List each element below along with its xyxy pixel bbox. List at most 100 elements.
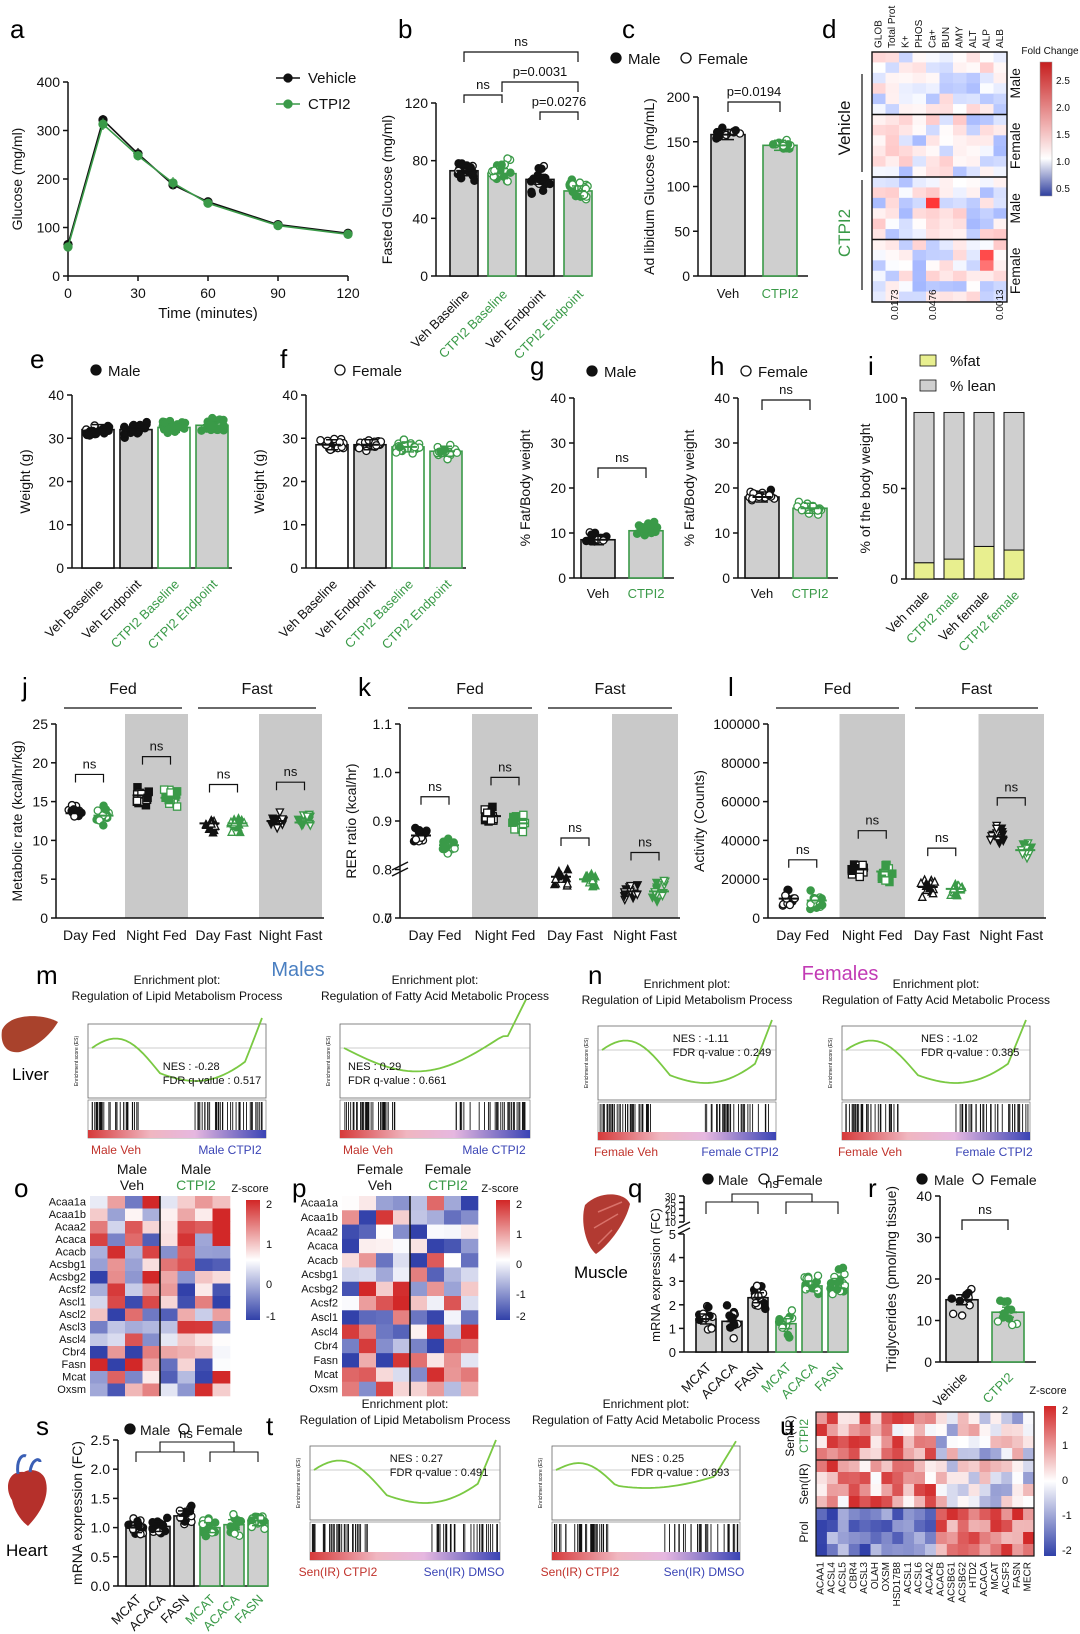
d-heatmap-cell: [885, 72, 900, 84]
h-bar-1-bar: [792, 507, 828, 579]
q-y-tick-label: 30: [665, 1192, 677, 1203]
gsea-title-line2: Regulation of Lipid Metabolism Process: [582, 993, 793, 1007]
d-column-label: ALP: [981, 29, 992, 48]
d-heatmap-cell: [926, 93, 940, 105]
o-heatmap-cell: [177, 1258, 196, 1272]
o-heatmap-cell: [160, 1208, 178, 1222]
k-point: [659, 876, 669, 887]
r-ns-label: ns: [978, 1202, 992, 1217]
j-point: [143, 793, 152, 803]
q-bar-4-point: [813, 1271, 823, 1280]
y-tick-label: 0.9: [373, 813, 393, 829]
d-heatmap-cell: [912, 260, 927, 272]
o-row-label: Acaca: [55, 1234, 86, 1246]
u-heatmap-cell: [935, 1436, 948, 1449]
j-ns-bracket: [74, 773, 105, 783]
o-row-label: Cbr4: [62, 1346, 86, 1358]
legend-label-male: Male: [628, 51, 661, 68]
d-heatmap-cell: [872, 156, 886, 167]
p-heatmap-cell: [444, 1367, 462, 1383]
u-heatmap-cell: [1012, 1520, 1024, 1533]
o-heatmap-cell: [177, 1208, 196, 1222]
d-heatmap-cell: [993, 83, 1008, 94]
k-point: [518, 827, 528, 837]
q-y-tick-label: 5: [669, 1227, 676, 1242]
d-group-label-ctpi2: CTPI2: [835, 209, 854, 257]
d-heatmap-cell: [993, 229, 1008, 240]
y-tick-label: 40: [282, 387, 298, 403]
legend-marker-male: [610, 52, 622, 64]
d-heatmap-cell: [953, 93, 967, 105]
bar-1-point: [497, 160, 506, 169]
y-tick-label: 100: [37, 220, 61, 236]
p-heatmap-cell: [410, 1267, 428, 1283]
p-heatmap-cell: [461, 1281, 479, 1297]
k-ns-label: ns: [568, 820, 582, 835]
panel-o-male-heatmap: Acaa1aAcaa1bAcaa2AcacaAcacbAcsbg1Acsbg2A…: [49, 1161, 276, 1397]
p-heatmap-cell: [410, 1367, 428, 1383]
l-point: [917, 891, 927, 901]
o-heatmap-cell: [125, 1233, 143, 1247]
p-heatmap-cell: [444, 1353, 462, 1368]
d-heatmap-cell: [912, 62, 927, 74]
e-bar-3-bar: [195, 424, 229, 569]
panel-letter-b: b: [398, 14, 412, 44]
d-heatmap-cell: [953, 197, 967, 209]
o-heatmap-cell: [195, 1358, 213, 1372]
p-heatmap-cell: [444, 1224, 462, 1240]
k-point: [411, 835, 421, 844]
l-point: [810, 895, 820, 904]
u-heatmap-cell: [946, 1508, 958, 1521]
y-tick-label: 10: [32, 832, 48, 848]
k-point: [562, 878, 573, 888]
bar-2-point: [537, 176, 546, 185]
d-heatmap-cell: [939, 260, 954, 272]
g-legend-marker: [586, 365, 598, 377]
u-heatmap-cell: [914, 1412, 926, 1425]
u-heatmap-cell: [979, 1424, 991, 1437]
u-heatmap-cell: [892, 1424, 904, 1437]
d-heatmap-cell: [926, 177, 940, 188]
d-heatmap-cell: [872, 218, 886, 230]
d-heatmap-cell: [939, 135, 954, 147]
d-heatmap-cell: [899, 218, 913, 230]
gsea-enrichment-curve: [845, 1019, 1027, 1084]
d-heatmap-cell: [993, 187, 1008, 199]
y-tick-label: 40: [714, 390, 730, 406]
p-group-label-top: Female: [357, 1161, 404, 1177]
o-heatmap-cell: [107, 1258, 126, 1272]
r-category-label: Vehicle: [930, 1370, 970, 1410]
y-tick-label: 80000: [721, 755, 760, 771]
u-heatmap-cell: [903, 1496, 915, 1509]
o-heatmap-cell: [195, 1283, 213, 1297]
u-heatmap-cell: [1023, 1508, 1035, 1521]
d-heatmap-cell: [939, 281, 954, 292]
e-legend-label: Male: [108, 363, 141, 380]
o-heatmap-cell: [160, 1258, 178, 1272]
u-heatmap-cell: [914, 1436, 926, 1449]
bar-1-bar: [762, 144, 798, 277]
y-axis-label: Activity (Counts): [691, 770, 707, 872]
o-heatmap-cell: [142, 1346, 161, 1359]
q-axis-break: [677, 1221, 691, 1229]
u-heatmap-cell: [826, 1484, 839, 1497]
p-heatmap-cell: [444, 1324, 462, 1340]
p-heatmap-cell: [359, 1367, 377, 1383]
y-tick-label: 0.7: [373, 910, 393, 926]
p-heatmap-cell: [444, 1196, 462, 1211]
u-heatmap-cell: [903, 1424, 915, 1437]
bar-0-bar: [710, 133, 746, 277]
o-colorbar-tick: 0: [266, 1279, 272, 1291]
d-heatmap-cell: [926, 218, 940, 230]
d-heatmap-cell: [953, 239, 967, 251]
p-heatmap-cell: [393, 1296, 411, 1311]
gsea-nes: NES : -1.02: [921, 1033, 978, 1045]
o-heatmap-cell: [160, 1321, 178, 1334]
u-column-label: ACAA1: [816, 1562, 827, 1595]
d-heatmap-cell: [939, 249, 954, 261]
panel-k-rer-ratio: 0.7 0.8 0.9 1.0 1.1 RER ratio (kcal/hr) 0 Fed Fa…: [343, 681, 680, 943]
d-heatmap-cell: [885, 270, 900, 282]
d-heatmap-cell: [872, 52, 886, 63]
u-column-label: ACSL3: [859, 1562, 870, 1594]
j-point: [302, 812, 312, 822]
